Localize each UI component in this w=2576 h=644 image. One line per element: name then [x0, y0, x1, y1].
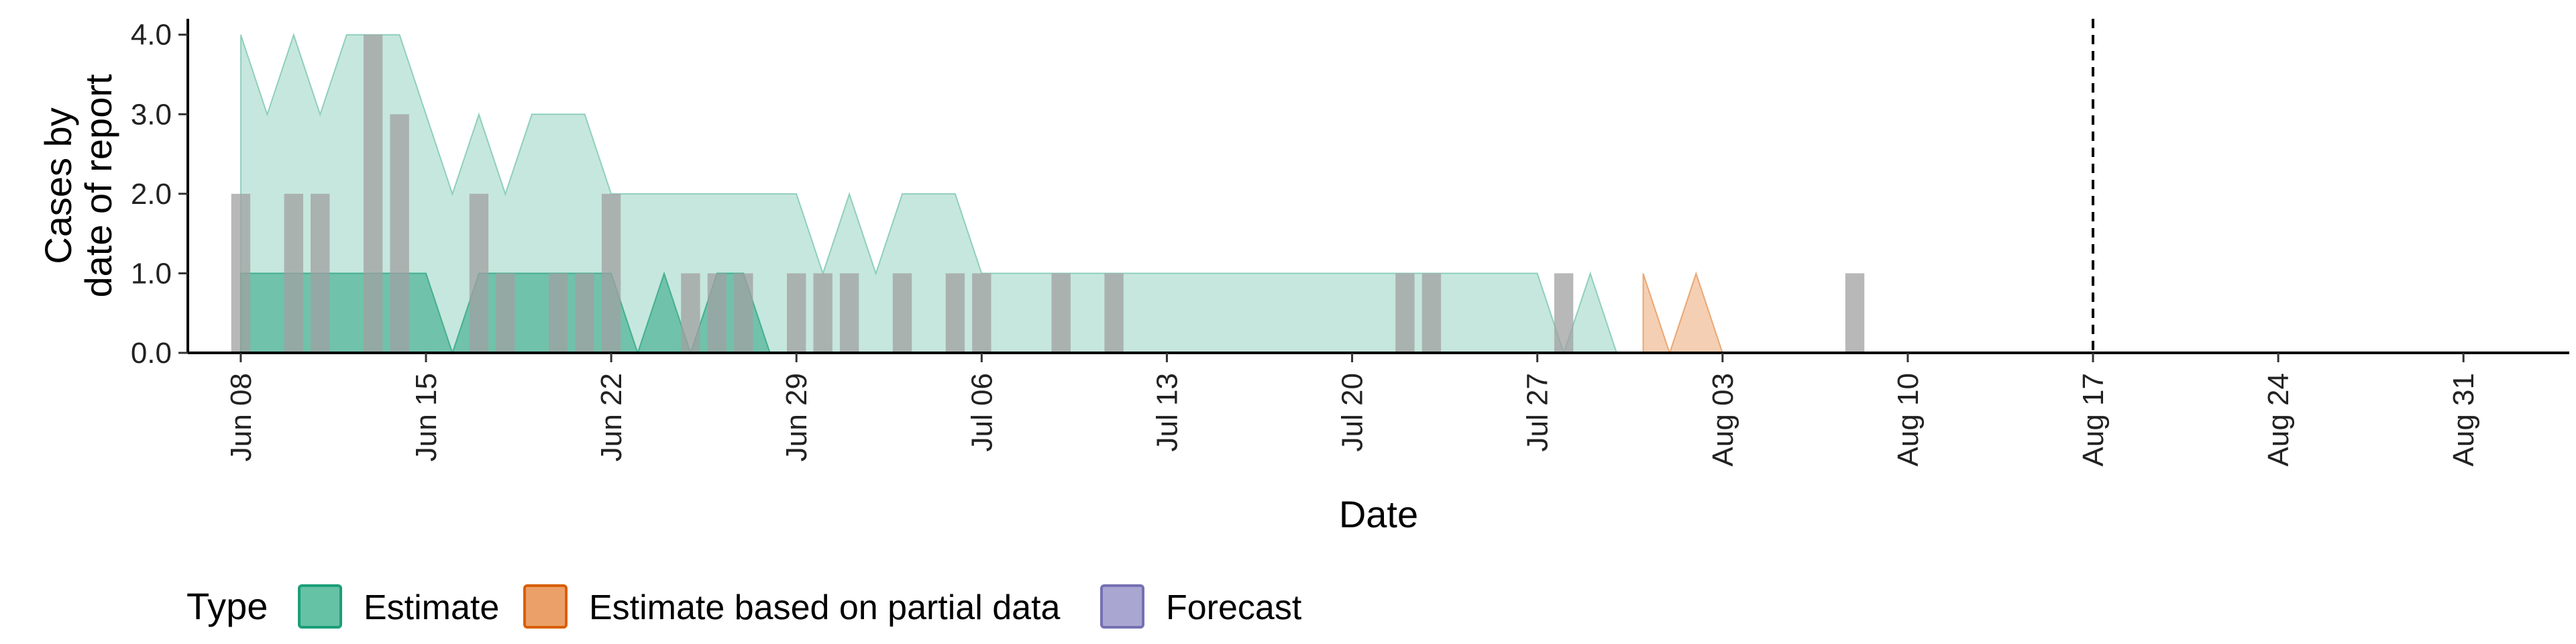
observed-case-bar	[1051, 273, 1071, 353]
partial-estimate-band	[1642, 271, 2093, 356]
y-tick-label: 0.0	[131, 337, 172, 370]
x-tick-label: Aug 03	[1707, 373, 1739, 466]
x-tick-label: Jun 29	[780, 373, 813, 462]
legend: Type Estimate Estimate based on partial da…	[186, 584, 1302, 629]
x-tick-label: Jun 08	[225, 373, 258, 462]
observed-case-bar	[311, 193, 330, 353]
y-tick-label: 3.0	[131, 98, 172, 131]
observed-case-bar	[363, 34, 383, 353]
observed-case-bar	[892, 273, 912, 353]
observed-case-bar	[734, 273, 753, 353]
x-tick-label: Jun 22	[595, 373, 628, 462]
y-axis-title-line: Cases by	[37, 107, 79, 264]
axes: 0.0 1.0 2.0 3.0 4.0 Jun 08 Jun 15 Jun 22 Jun 29 J…	[131, 19, 2569, 466]
x-axis-title: Date	[1339, 493, 1418, 535]
x-tick-label: Aug 10	[1892, 373, 1925, 466]
observed-case-bar	[707, 273, 727, 353]
x-tick-label: Jun 15	[410, 373, 443, 462]
legend-key-3	[1100, 584, 1144, 629]
legend-key-1	[298, 584, 342, 629]
plot-area	[231, 19, 2464, 356]
x-tick-label: Aug 24	[2262, 373, 2295, 466]
y-tick-label: 4.0	[131, 19, 172, 52]
x-tick-label: Jul 27	[1521, 373, 1554, 451]
observed-case-bar	[681, 273, 700, 353]
y-tick-label: 2.0	[131, 178, 172, 211]
observed-case-bar	[1104, 273, 1124, 353]
legend-label: Estimate based on partial data	[589, 588, 1061, 627]
observed-case-bar	[1421, 273, 1442, 353]
observed-case-bar	[813, 273, 833, 353]
observed-case-bar	[1845, 273, 1865, 353]
observed-case-bar	[601, 193, 621, 353]
observed-case-bar	[1395, 273, 1415, 353]
y-tick-label: 1.0	[131, 257, 172, 290]
observed-case-bar	[575, 273, 594, 353]
observed-case-bar	[284, 193, 303, 353]
legend-label: Forecast	[1166, 588, 1302, 627]
observed-case-bar	[839, 273, 859, 353]
observed-case-bar	[787, 273, 806, 353]
y-axis-title-line: date of report	[77, 74, 119, 298]
observed-case-bar	[231, 193, 251, 353]
x-tick-label: Jul 20	[1336, 373, 1369, 451]
x-tick-label: Aug 31	[2447, 373, 2480, 466]
x-tick-label: Aug 17	[2077, 373, 2110, 466]
y-axis-title: Cases bydate of report	[37, 74, 119, 298]
observed-case-bar	[390, 114, 409, 354]
observed-case-bar	[496, 273, 515, 353]
observed-case-bar	[469, 193, 489, 353]
x-tick-label: Jul 13	[1150, 373, 1183, 451]
observed-case-bar	[945, 273, 965, 353]
legend-key-2	[523, 584, 568, 629]
legend-label: Estimate	[364, 588, 499, 627]
observed-case-bar	[1554, 273, 1574, 353]
observed-case-bar	[549, 273, 568, 353]
legend-title: Type	[186, 585, 268, 627]
observed-case-bar	[972, 273, 991, 353]
x-tick-label: Jul 06	[965, 373, 998, 451]
